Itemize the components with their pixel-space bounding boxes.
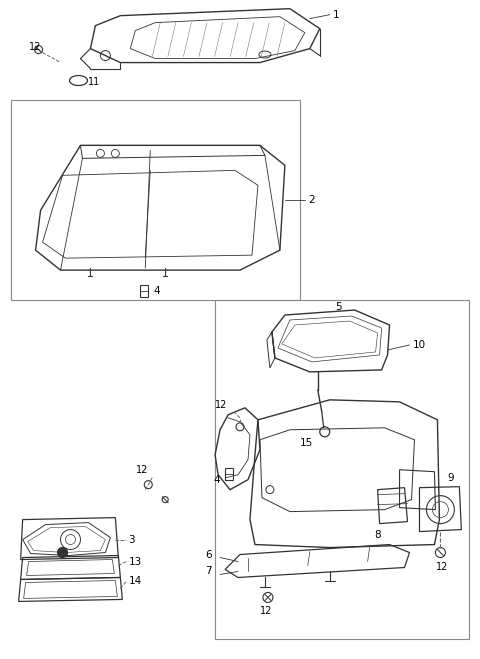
Text: 13: 13 — [128, 556, 142, 567]
Text: 4: 4 — [213, 474, 220, 484]
Text: 12: 12 — [136, 465, 149, 474]
Text: 1: 1 — [333, 10, 339, 20]
Circle shape — [58, 548, 68, 558]
Bar — [215, 300, 469, 639]
Bar — [11, 100, 300, 300]
Text: 14: 14 — [128, 577, 142, 587]
Text: 12: 12 — [436, 563, 449, 573]
Text: 9: 9 — [447, 473, 454, 482]
Text: 2: 2 — [308, 195, 314, 205]
Text: 4: 4 — [153, 286, 160, 296]
Text: 11: 11 — [88, 76, 101, 86]
Text: 12: 12 — [29, 42, 41, 51]
Text: 3: 3 — [128, 534, 135, 544]
Text: 6: 6 — [205, 550, 212, 559]
Text: 15: 15 — [300, 438, 313, 447]
Text: 12: 12 — [215, 400, 228, 410]
Text: 10: 10 — [412, 340, 426, 350]
Text: 7: 7 — [205, 567, 212, 577]
Text: 8: 8 — [374, 530, 381, 540]
Text: 12: 12 — [260, 606, 272, 616]
Text: 5: 5 — [335, 302, 341, 312]
